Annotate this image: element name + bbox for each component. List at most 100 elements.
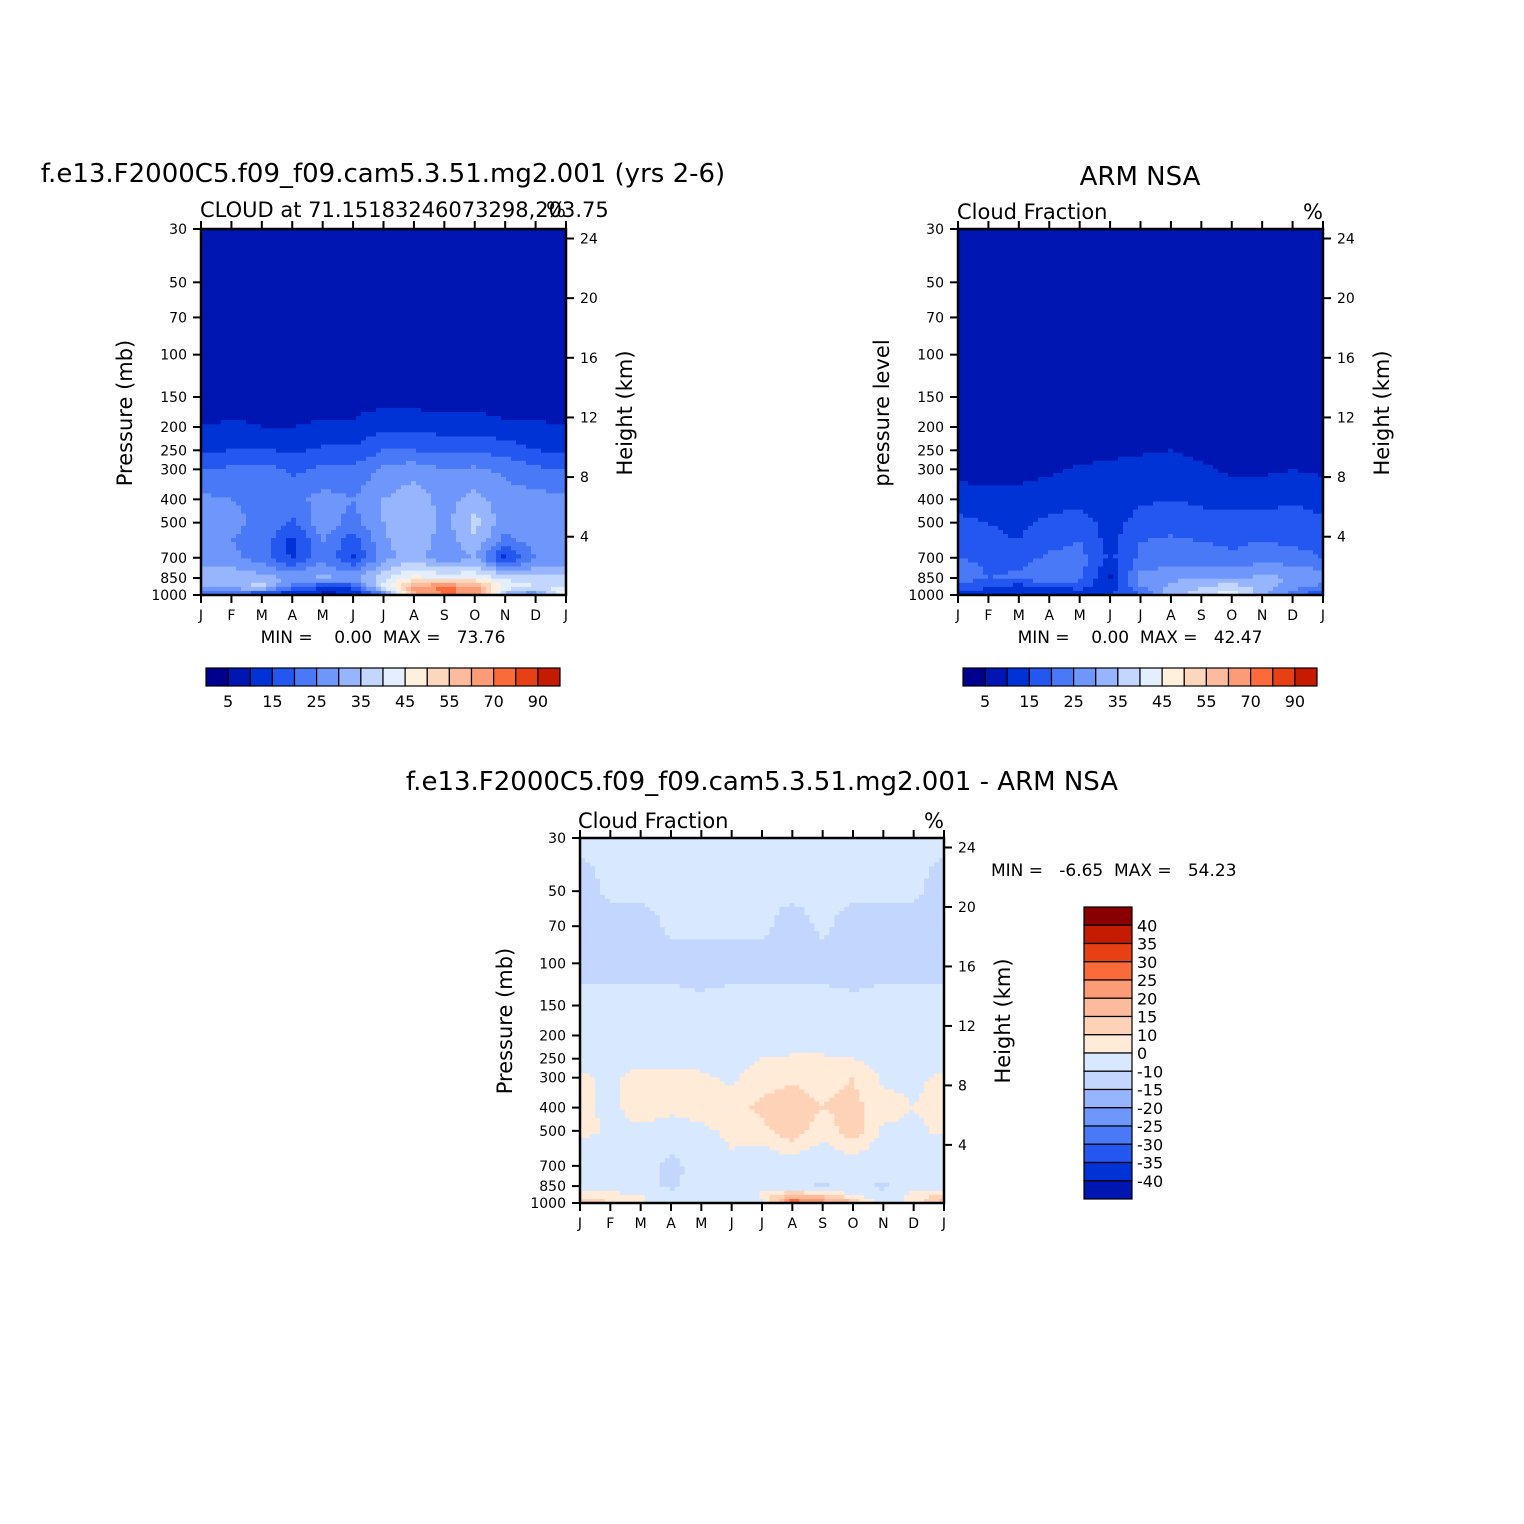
contour-cell [401, 586, 407, 592]
colorbar-label: 15 [262, 692, 282, 711]
contour-cell [829, 927, 944, 932]
contour-cell [511, 456, 566, 462]
contour-cell [819, 935, 825, 940]
contour-cell [580, 1077, 596, 1082]
colorbar-label: 45 [395, 692, 415, 711]
x-tick-label: M [1013, 608, 1025, 624]
colorbar-box [1250, 667, 1274, 687]
contour-cell [456, 534, 492, 539]
contour-cell [580, 866, 596, 872]
y-tick-label: 100 [539, 956, 566, 972]
contour-cell [769, 1198, 781, 1203]
contour-cell [201, 399, 566, 405]
contour-cell [366, 456, 512, 462]
contour-cell [958, 558, 969, 564]
contour-cell [754, 1061, 865, 1066]
contour-cell [794, 1138, 875, 1143]
contour-cell [580, 1048, 944, 1054]
panel-diff-stats: MIN = -6.65 MAX = 54.23 [991, 861, 1237, 881]
contour-cell [316, 464, 382, 470]
y-tick-label: 400 [160, 492, 187, 508]
contour-cell [1128, 578, 1139, 584]
contour-cell [401, 590, 407, 595]
contour-cell [958, 424, 1323, 429]
y-tick-label: 500 [160, 516, 187, 532]
contour-cell [296, 473, 372, 478]
contour-cell [824, 1052, 944, 1058]
contour-cell [1118, 456, 1194, 462]
x-tick-label: J [563, 608, 568, 624]
contour-cell [958, 281, 1323, 287]
contour-cell [958, 346, 1323, 352]
contour-cell [531, 558, 566, 564]
contour-cell [619, 1105, 751, 1111]
contour-cell [306, 497, 382, 503]
contour-cell [1103, 542, 1119, 547]
x-tick-label: M [635, 1216, 647, 1232]
contour-cell [496, 517, 566, 523]
contour-cell [311, 505, 347, 511]
colorbar-label: -20 [1137, 1099, 1163, 1118]
contour-cell [929, 1077, 944, 1082]
contour-cell [1248, 542, 1279, 547]
contour-cell [1098, 566, 1119, 572]
contour-cell [1098, 574, 1109, 580]
x-tick-label: N [1257, 608, 1267, 624]
contour-cell [958, 485, 1323, 490]
contour-cell [481, 521, 497, 527]
panel-model: f.e13.F2000C5.f09_f09.cam5.3.51.mg2.001 … [41, 159, 725, 711]
contour-cell [201, 481, 367, 486]
contour-cell [1003, 529, 1024, 535]
contour-cell [909, 1190, 944, 1196]
y-right-tick-label: 4 [1337, 530, 1346, 546]
contour-cell [659, 919, 776, 924]
x-tick-label: D [530, 608, 541, 624]
contour-cell [958, 481, 969, 486]
contour-cell [521, 554, 537, 559]
contour-cell [1098, 525, 1124, 531]
contour-cell [580, 935, 671, 940]
contour-cell [436, 513, 452, 519]
contour-cell [659, 1162, 681, 1168]
x-tick-label: J [1137, 608, 1142, 624]
y-tick-label: 300 [917, 462, 944, 478]
contour-cell [604, 894, 920, 900]
contour-cell [799, 1134, 845, 1139]
x-tick-label: J [941, 1216, 946, 1232]
contour-cell [486, 590, 492, 595]
contour-cell [486, 554, 497, 559]
contour-cell [580, 1162, 661, 1168]
contour-cell [958, 363, 1323, 368]
y-right-tick-label: 24 [958, 840, 976, 856]
y-tick-label: 200 [917, 420, 944, 436]
contour-cell [580, 1093, 596, 1099]
contour-cell [286, 468, 307, 474]
contour-cell [201, 253, 566, 259]
contour-cell [1083, 566, 1099, 572]
x-tick-label: D [1287, 608, 1298, 624]
contour-cell [864, 1101, 910, 1107]
contour-cell [1168, 582, 1219, 588]
contour-cell [356, 501, 382, 507]
contour-cell [1073, 464, 1214, 470]
contour-cell [958, 489, 1323, 494]
contour-cell [839, 1089, 860, 1095]
contour-cell [1033, 558, 1089, 564]
contour-cell [854, 1081, 880, 1086]
contour-cell [580, 1089, 596, 1095]
contour-cell [1118, 570, 1129, 576]
contour-cell [356, 493, 392, 498]
y-tick-label: 30 [926, 222, 944, 238]
contour-cell [769, 1125, 810, 1131]
contour-cell [924, 886, 944, 892]
contour-cell [724, 1138, 791, 1143]
contour-cell [1113, 554, 1139, 559]
y-right-tick-label: 8 [580, 470, 589, 486]
contour-cell [291, 473, 297, 478]
contour-cell [779, 911, 805, 916]
contour-cell [659, 1178, 681, 1184]
panel-diff-plot-area: J F M A M J J A S O N D J 30 50 70 100 150 200 250 300 400 500… [530, 830, 976, 1232]
contour-cell [286, 562, 297, 568]
contour-cell [819, 1109, 830, 1115]
contour-cell [774, 923, 815, 928]
